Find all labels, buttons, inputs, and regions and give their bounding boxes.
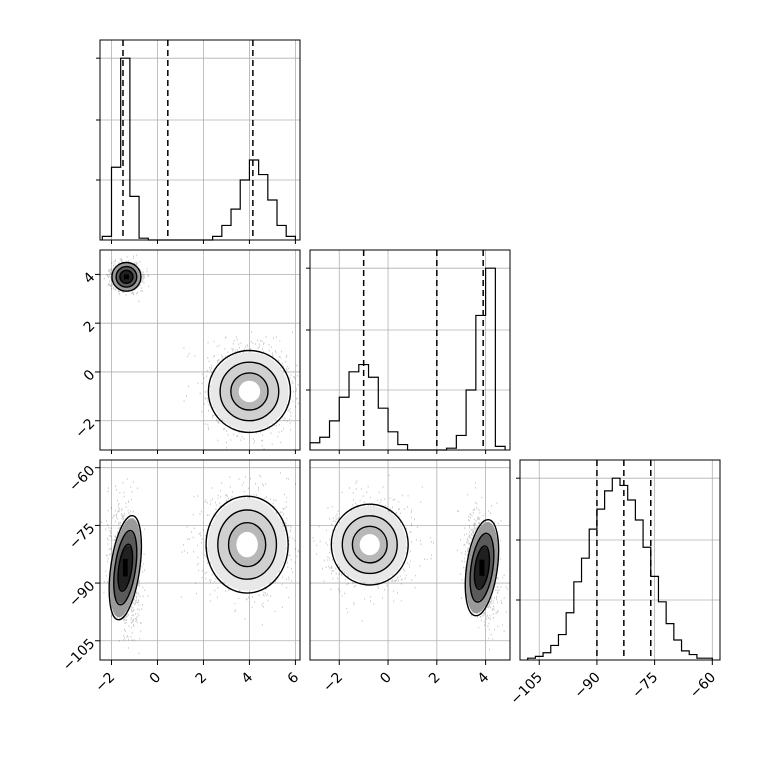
x-tick-label: −105 <box>508 670 547 709</box>
x-tick-label: 6 <box>285 669 303 687</box>
x-tick-label: −60 <box>687 670 719 702</box>
contour-line-1 <box>217 509 278 580</box>
scatter-frame-2-1 <box>309 459 511 661</box>
density-peak <box>124 274 129 280</box>
contour-line-1 <box>219 361 280 422</box>
histogram-2 <box>527 477 713 660</box>
scatter-contents <box>310 460 510 660</box>
contour-line-1 <box>469 532 495 603</box>
scatter-contents <box>100 460 300 660</box>
histogram-panel-1 <box>306 249 511 451</box>
x-tick-label: −2 <box>320 670 346 696</box>
contour-line-2 <box>230 372 269 411</box>
contour-line-2 <box>117 543 134 592</box>
contour-line-2 <box>119 269 134 285</box>
histogram-panel-0 <box>96 39 301 241</box>
scatter-contents <box>100 250 300 450</box>
contour-line-1 <box>115 265 138 288</box>
y-tick-label: 4 <box>81 269 99 287</box>
contour-line-0 <box>207 349 292 434</box>
histogram-frame-2 <box>519 459 721 661</box>
scatter-panel-2-1 <box>309 459 511 661</box>
x-tick-label: 0 <box>377 670 395 688</box>
x-tick-label: 4 <box>475 669 493 687</box>
scatter-frame-2-0 <box>99 459 301 661</box>
histogram-frame-0 <box>99 39 301 241</box>
contour-line-0 <box>464 518 500 617</box>
contour-line-2 <box>351 525 388 564</box>
histogram-1 <box>309 267 506 451</box>
contour-line-2 <box>227 521 267 568</box>
density-fill <box>236 531 258 558</box>
y-tick-label: −105 <box>60 636 99 675</box>
y-tick-label: 2 <box>81 318 99 336</box>
x-tick-label: −90 <box>572 670 604 702</box>
scatter-panel-2-0 <box>99 459 301 661</box>
contour-line-1 <box>113 529 138 606</box>
scatter-frame-1-0 <box>99 249 301 451</box>
x-tick-label: 2 <box>426 670 444 688</box>
x-tick-label: −75 <box>629 670 661 702</box>
contour-line-0 <box>111 261 142 292</box>
scatter-panel-1-0 <box>99 249 301 451</box>
contour-line-0 <box>108 514 143 621</box>
x-tick-label: 2 <box>193 670 211 688</box>
histogram-panel-2 <box>516 459 721 661</box>
y-tick-label: −60 <box>66 463 98 495</box>
y-tick-label: −90 <box>66 578 98 610</box>
contour-line-1 <box>341 515 398 575</box>
contour-line-0 <box>205 495 289 594</box>
y-tick-label: −2 <box>72 416 98 442</box>
y-tick-label: −75 <box>66 520 98 552</box>
x-tick-label: 0 <box>147 670 165 688</box>
histogram-0 <box>101 57 297 241</box>
histogram-frame-1 <box>309 249 511 451</box>
y-tick-label: 0 <box>81 367 99 385</box>
density-fill <box>359 534 380 556</box>
density-peak <box>479 559 485 576</box>
contour-line-2 <box>473 545 491 591</box>
density-fill <box>238 380 261 403</box>
x-tick-label: −2 <box>92 670 118 696</box>
x-tick-label: 4 <box>239 669 257 687</box>
contour-line-0 <box>330 503 409 586</box>
density-peak <box>122 558 128 577</box>
